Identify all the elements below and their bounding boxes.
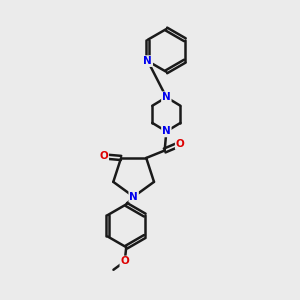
Text: N: N <box>143 56 152 66</box>
Text: N: N <box>162 126 171 136</box>
Text: O: O <box>100 152 108 161</box>
Text: O: O <box>176 139 184 149</box>
Text: N: N <box>162 92 171 102</box>
Text: O: O <box>120 256 129 266</box>
Text: N: N <box>129 192 138 202</box>
